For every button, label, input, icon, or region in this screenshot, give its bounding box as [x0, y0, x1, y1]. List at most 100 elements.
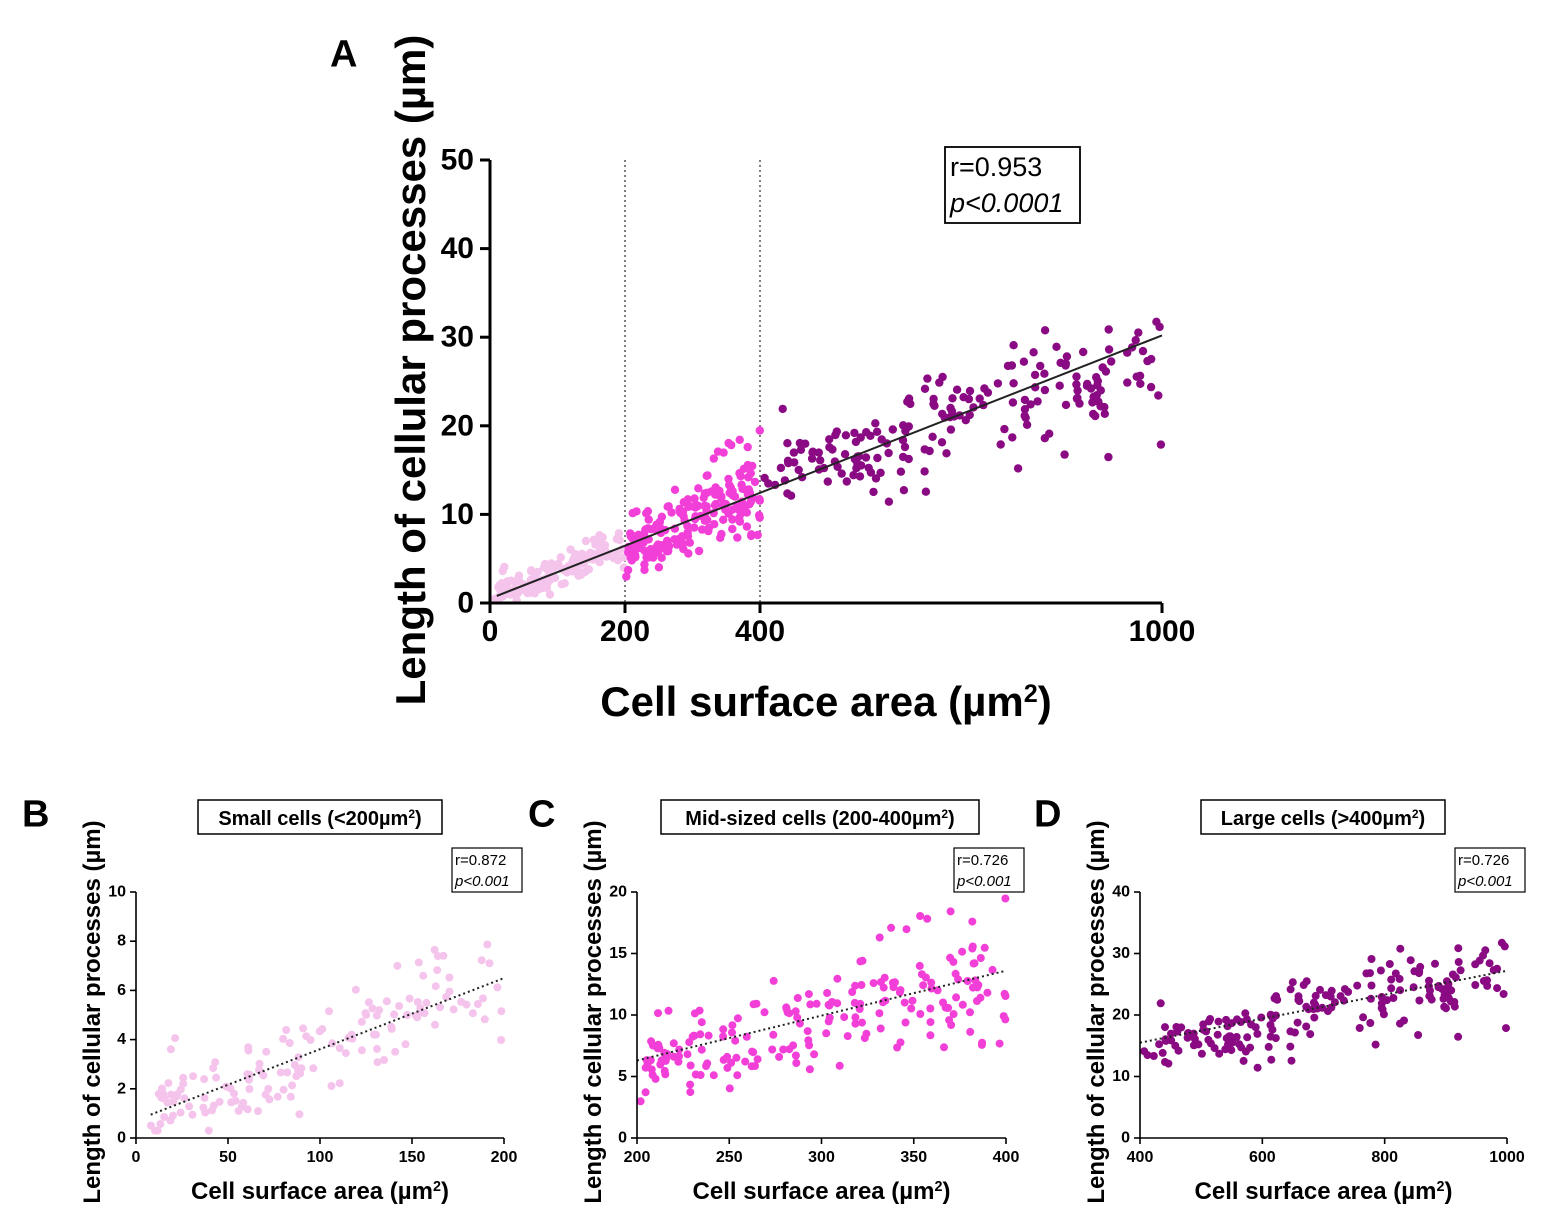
data-point: [276, 1068, 285, 1077]
data-point: [1021, 413, 1030, 422]
data-point: [299, 1024, 308, 1033]
data-point: [226, 1084, 235, 1093]
data-point: [1456, 966, 1465, 975]
data-point: [1385, 960, 1394, 968]
data-point: [958, 1000, 967, 1009]
panel-title-sup: 2: [941, 807, 948, 821]
data-point: [939, 998, 947, 1007]
data-point: [391, 1047, 400, 1056]
data-point: [700, 501, 709, 510]
y-tick-label: 10: [441, 498, 474, 531]
data-point: [745, 500, 754, 509]
data-point: [930, 401, 939, 410]
data-point: [581, 536, 591, 546]
data-point: [1000, 424, 1009, 434]
data-point: [1131, 336, 1140, 345]
data-point: [401, 1040, 410, 1049]
data-point: [753, 1055, 762, 1064]
data-point: [735, 469, 744, 478]
data-point: [1311, 991, 1320, 1000]
data-point: [1336, 992, 1345, 1001]
data-point: [546, 575, 555, 584]
data-point: [1264, 1042, 1273, 1051]
data-point: [164, 1079, 173, 1088]
x-tick-label: 400: [1127, 1149, 1154, 1166]
data-point: [623, 565, 633, 575]
data-point: [832, 427, 841, 436]
data-point: [513, 588, 523, 598]
panel-title-sup: 2: [408, 807, 415, 821]
data-point: [724, 509, 733, 518]
data-point: [851, 1013, 860, 1022]
data-point: [282, 1026, 291, 1034]
data-point: [215, 1097, 224, 1106]
data-point: [227, 1098, 236, 1107]
data-point: [731, 1036, 740, 1045]
x-tick-label: 300: [808, 1149, 835, 1166]
data-point: [751, 1062, 759, 1070]
data-point: [1183, 1029, 1192, 1038]
data-point: [1052, 342, 1061, 351]
data-point: [709, 454, 718, 463]
data-point: [728, 1028, 736, 1037]
x-tick-label: 200: [491, 1149, 518, 1166]
data-point: [717, 492, 726, 501]
data-point: [1146, 382, 1156, 392]
data-point: [755, 426, 764, 435]
data-point: [393, 961, 402, 970]
data-point: [262, 1047, 271, 1056]
data-point: [695, 1006, 704, 1015]
data-point: [430, 945, 439, 954]
data-point: [926, 1018, 935, 1027]
data-point: [1502, 1024, 1510, 1033]
data-point: [419, 971, 428, 980]
data-point: [915, 961, 924, 970]
data-point: [1086, 384, 1096, 393]
data-point: [733, 533, 742, 542]
x-axis-label-part: ): [1038, 678, 1052, 725]
data-point: [662, 536, 672, 545]
data-point: [711, 483, 720, 492]
data-point: [413, 1013, 422, 1022]
data-point: [643, 507, 653, 516]
data-point: [741, 1057, 750, 1066]
data-point: [730, 492, 740, 501]
data-point: [160, 1113, 169, 1121]
data-point: [696, 1071, 705, 1079]
data-point: [737, 480, 746, 489]
data-point: [390, 1010, 399, 1019]
data-point: [727, 1058, 736, 1067]
data-point: [1096, 386, 1106, 395]
data-point: [1215, 1049, 1224, 1058]
x-tick-label: 250: [716, 1149, 743, 1166]
data-point: [1155, 1040, 1164, 1049]
data-point: [791, 1051, 800, 1060]
data-point: [713, 447, 723, 456]
data-point: [357, 1046, 366, 1055]
data-point: [786, 491, 796, 500]
data-point: [775, 1052, 784, 1061]
data-point: [796, 445, 806, 454]
data-point: [414, 958, 423, 967]
y-tick-label: 30: [441, 321, 474, 354]
panel-title-part: ): [415, 808, 422, 830]
stats-p: p<0.001: [956, 873, 1012, 890]
data-point: [842, 477, 851, 486]
data-point: [875, 933, 884, 942]
data-point: [380, 1056, 389, 1064]
data-point: [1026, 400, 1035, 409]
x-tick-label: 800: [1371, 1149, 1398, 1166]
data-point: [1104, 452, 1113, 462]
x-axis-label-part: Cell surface area (µm: [191, 1178, 433, 1205]
data-point: [1359, 1013, 1368, 1022]
data-point: [480, 1015, 489, 1024]
data-point: [1311, 1000, 1320, 1009]
data-point: [640, 565, 649, 575]
stats-box: [953, 847, 1025, 893]
data-point: [654, 1009, 662, 1018]
data-point: [733, 1014, 742, 1023]
data-point: [497, 1007, 506, 1016]
data-point: [814, 448, 823, 457]
data-point: [804, 990, 813, 999]
data-point: [968, 917, 977, 926]
